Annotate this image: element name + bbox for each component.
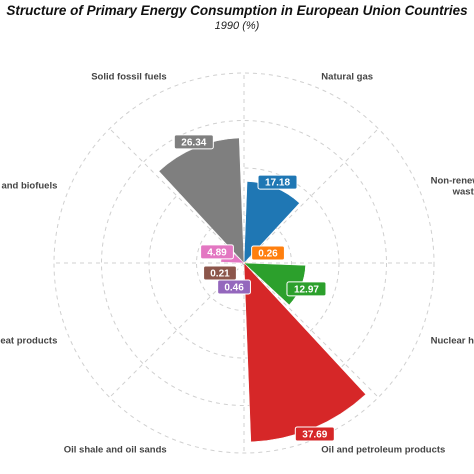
- category-label-non-renewable-waste: Non-renewablewaste: [431, 176, 474, 198]
- grid-circle: [101, 120, 387, 406]
- category-label-solid-fossil-fuels: Solid fossil fuels: [91, 71, 167, 82]
- value-label-renewables-and-biofuels: 4.89: [207, 247, 227, 258]
- value-label-oil-shale-and-oil-sands: 0.46: [224, 283, 244, 294]
- value-label-peat-and-peat-products: 0.21: [210, 269, 230, 280]
- category-label-renewables-and-biofuels: Renewables and biofuels: [0, 181, 57, 192]
- value-label-non-renewable-waste: 0.26: [258, 249, 278, 260]
- chart-subtitle: 1990 (%): [214, 20, 260, 32]
- grid-circle: [196, 215, 292, 311]
- category-label-nuclear-heat: Nuclear heat: [431, 335, 474, 346]
- value-label-box: [286, 281, 327, 297]
- value-label-natural-gas: 17.18: [265, 178, 290, 189]
- wedge-solid-fossil-fuels: [158, 137, 245, 264]
- value-label-box: [173, 134, 214, 150]
- value-label-box: [203, 265, 237, 281]
- chart-title: Structure of Primary Energy Consumption …: [6, 3, 468, 18]
- category-label-oil-shale-and-oil-sands: Oil shale and oil sands: [64, 445, 167, 456]
- value-label-nuclear-heat: 12.97: [294, 284, 319, 295]
- grid-circle: [53, 72, 435, 454]
- value-label-solid-fossil-fuels: 26.34: [181, 137, 206, 148]
- category-label-peat-and-peat-products: Peat and peat products: [0, 335, 57, 346]
- value-label-box: [294, 426, 335, 442]
- value-label-box: [257, 174, 298, 190]
- value-label-box: [251, 245, 285, 261]
- category-label-oil-and-petroleum-products: Oil and petroleum products: [321, 445, 445, 456]
- value-label-oil-and-petroleum-products: 37.69: [302, 430, 327, 441]
- grid-circle: [148, 167, 340, 359]
- value-label-box: [200, 244, 234, 260]
- category-label-natural-gas: Natural gas: [321, 71, 373, 82]
